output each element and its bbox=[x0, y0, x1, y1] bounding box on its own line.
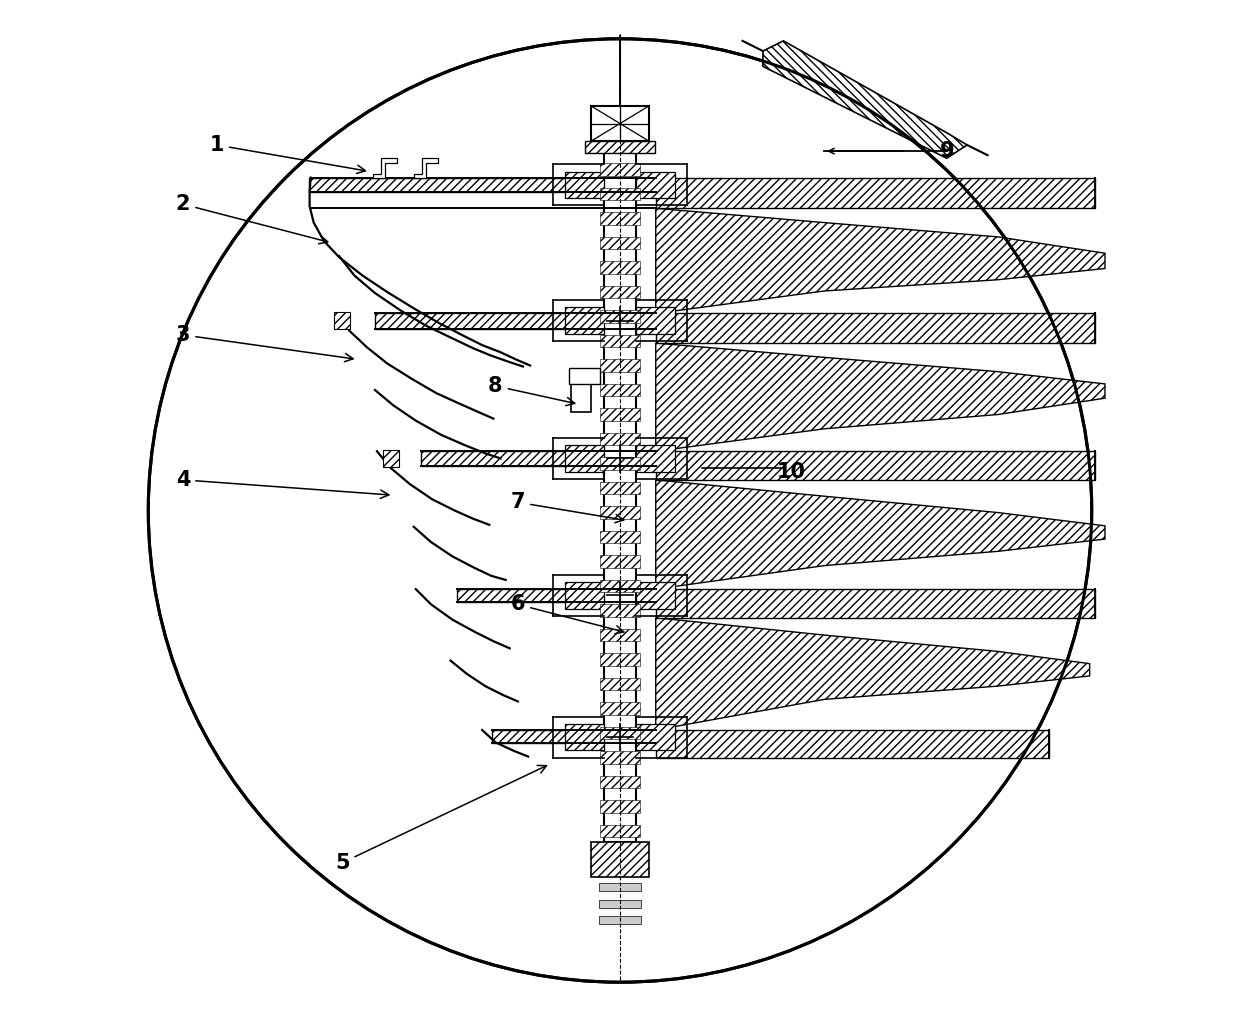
Polygon shape bbox=[591, 106, 649, 141]
Polygon shape bbox=[656, 178, 1095, 208]
Polygon shape bbox=[585, 141, 655, 153]
Polygon shape bbox=[656, 730, 1049, 758]
Polygon shape bbox=[599, 916, 641, 924]
Circle shape bbox=[149, 39, 1091, 982]
Polygon shape bbox=[600, 678, 640, 690]
Polygon shape bbox=[334, 312, 351, 329]
Polygon shape bbox=[600, 237, 640, 249]
Polygon shape bbox=[600, 408, 640, 421]
Polygon shape bbox=[569, 368, 600, 384]
Polygon shape bbox=[600, 555, 640, 568]
Polygon shape bbox=[565, 724, 604, 750]
Polygon shape bbox=[600, 139, 640, 151]
Polygon shape bbox=[600, 825, 640, 837]
Polygon shape bbox=[600, 800, 640, 813]
Polygon shape bbox=[565, 445, 604, 472]
Polygon shape bbox=[600, 751, 640, 764]
Polygon shape bbox=[600, 580, 640, 592]
Polygon shape bbox=[600, 261, 640, 274]
Polygon shape bbox=[636, 172, 675, 198]
Polygon shape bbox=[656, 208, 1105, 313]
Polygon shape bbox=[565, 172, 604, 198]
Polygon shape bbox=[600, 506, 640, 519]
Polygon shape bbox=[656, 618, 1090, 730]
Polygon shape bbox=[600, 359, 640, 372]
Polygon shape bbox=[600, 482, 640, 494]
Polygon shape bbox=[599, 900, 641, 908]
Polygon shape bbox=[600, 629, 640, 641]
Polygon shape bbox=[600, 604, 640, 617]
Polygon shape bbox=[656, 451, 1095, 480]
Polygon shape bbox=[591, 842, 649, 877]
Polygon shape bbox=[420, 451, 656, 466]
Polygon shape bbox=[600, 776, 640, 788]
Polygon shape bbox=[383, 450, 399, 467]
Polygon shape bbox=[570, 376, 591, 412]
Polygon shape bbox=[600, 531, 640, 543]
Polygon shape bbox=[600, 384, 640, 396]
Polygon shape bbox=[636, 724, 675, 750]
Polygon shape bbox=[309, 178, 656, 192]
Polygon shape bbox=[636, 582, 675, 609]
Text: 1: 1 bbox=[210, 135, 366, 174]
Polygon shape bbox=[600, 310, 640, 323]
Polygon shape bbox=[600, 727, 640, 739]
Text: 2: 2 bbox=[176, 194, 327, 244]
Polygon shape bbox=[565, 307, 604, 334]
Polygon shape bbox=[600, 188, 640, 200]
Text: 10: 10 bbox=[777, 461, 806, 482]
Polygon shape bbox=[600, 163, 640, 176]
Text: 9: 9 bbox=[940, 141, 954, 161]
Text: 5: 5 bbox=[335, 766, 547, 873]
Polygon shape bbox=[656, 343, 1105, 451]
Polygon shape bbox=[456, 589, 656, 602]
Text: 6: 6 bbox=[511, 594, 624, 634]
Text: 3: 3 bbox=[176, 325, 353, 361]
Text: 4: 4 bbox=[176, 470, 389, 498]
Polygon shape bbox=[604, 143, 636, 842]
Polygon shape bbox=[636, 307, 675, 334]
Polygon shape bbox=[565, 582, 604, 609]
Polygon shape bbox=[600, 286, 640, 298]
Polygon shape bbox=[599, 883, 641, 891]
Polygon shape bbox=[414, 158, 438, 178]
Polygon shape bbox=[656, 480, 1105, 589]
Polygon shape bbox=[374, 313, 656, 329]
Polygon shape bbox=[600, 335, 640, 347]
Polygon shape bbox=[636, 445, 675, 472]
Polygon shape bbox=[600, 212, 640, 225]
Polygon shape bbox=[600, 702, 640, 715]
Polygon shape bbox=[656, 313, 1095, 343]
Polygon shape bbox=[600, 653, 640, 666]
Polygon shape bbox=[656, 589, 1095, 618]
Polygon shape bbox=[763, 41, 967, 158]
Text: 7: 7 bbox=[511, 492, 624, 523]
Polygon shape bbox=[600, 457, 640, 470]
Polygon shape bbox=[373, 158, 398, 178]
Text: 8: 8 bbox=[489, 376, 575, 405]
Polygon shape bbox=[492, 730, 656, 743]
Polygon shape bbox=[600, 433, 640, 445]
